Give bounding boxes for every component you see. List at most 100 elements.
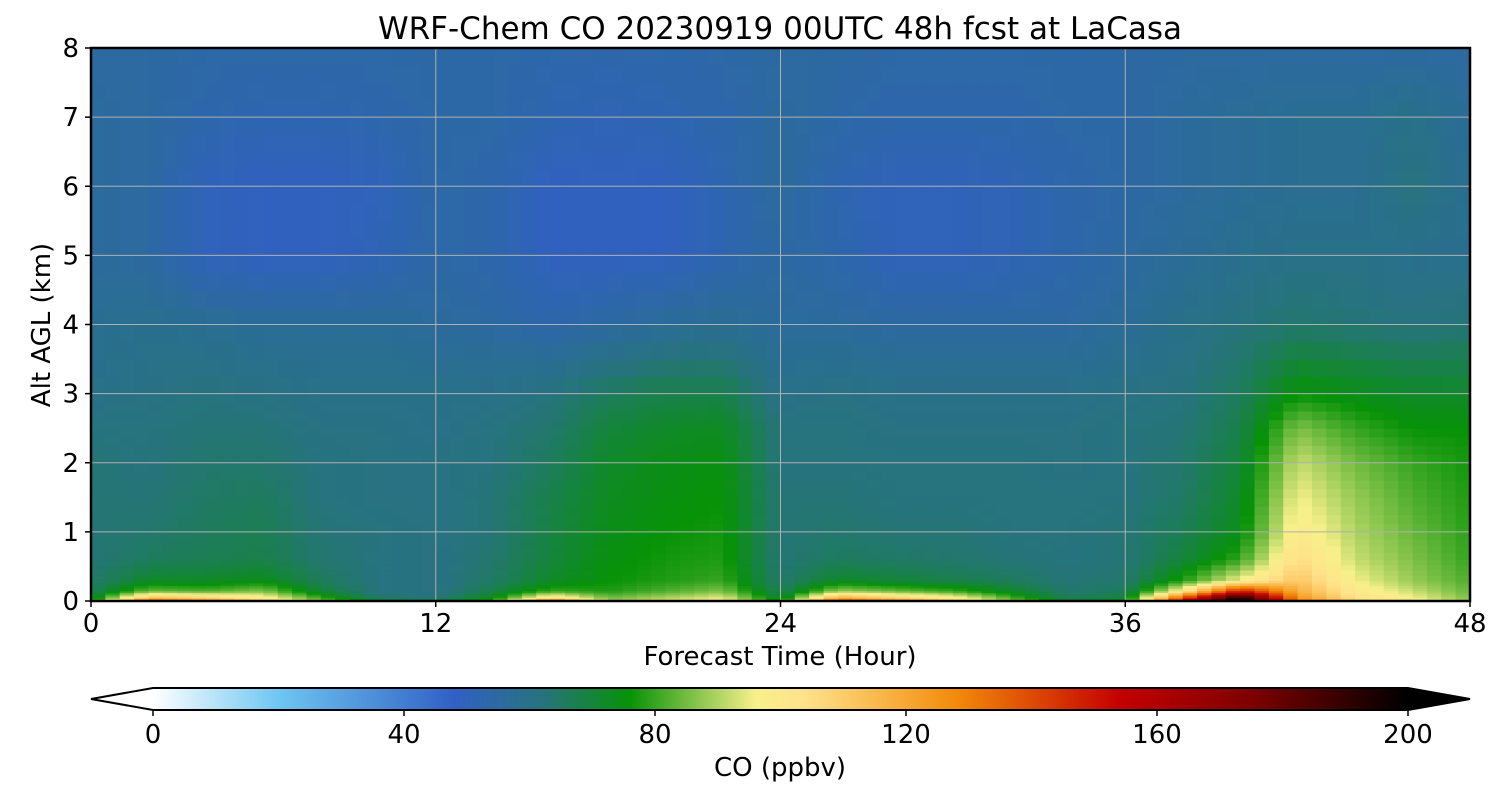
heatmap-cell: [967, 505, 983, 516]
heatmap-cell: [162, 272, 178, 291]
heatmap-cell: [1268, 597, 1284, 599]
heatmap-cell: [1383, 402, 1399, 412]
heatmap-cell: [995, 410, 1011, 421]
heatmap-cell: [1383, 480, 1399, 490]
heatmap-cell: [363, 289, 379, 308]
heatmap-cell: [622, 594, 638, 597]
heatmap-cell: [550, 480, 566, 490]
heatmap-cell: [1455, 531, 1471, 540]
heatmap-cell: [119, 582, 135, 587]
heatmap-cell: [1010, 523, 1026, 533]
heatmap-cell: [1197, 402, 1213, 412]
heatmap-cell: [105, 307, 121, 326]
heatmap-cell: [450, 462, 466, 472]
heatmap-cell: [565, 410, 580, 421]
heatmap-cell: [205, 134, 221, 153]
heatmap-cell: [191, 341, 207, 360]
heatmap-cell: [1283, 582, 1299, 587]
heatmap-cell: [1340, 480, 1356, 490]
heatmap-cell: [924, 134, 940, 153]
heatmap-cell: [952, 592, 968, 595]
heatmap-cell: [320, 419, 336, 429]
heatmap-cell: [392, 595, 408, 599]
heatmap-cell: [1182, 186, 1198, 205]
heatmap-cell: [249, 462, 264, 472]
heatmap-cell: [177, 514, 193, 524]
heatmap-cell: [148, 575, 164, 581]
heatmap-cell: [1326, 588, 1342, 592]
heatmap-cell: [335, 585, 351, 589]
heatmap-cell: [608, 585, 624, 589]
heatmap-cell: [579, 203, 595, 222]
heatmap-cell: [521, 307, 537, 326]
heatmap-cell: [292, 590, 308, 593]
heatmap-cell: [349, 597, 365, 599]
heatmap-cell: [995, 341, 1011, 360]
heatmap-cell: [349, 393, 365, 403]
heatmap-cell: [550, 582, 566, 587]
heatmap-cell: [1110, 324, 1126, 343]
heatmap-cell: [378, 151, 394, 170]
heatmap-cell: [134, 220, 150, 239]
heatmap-cell: [450, 588, 466, 592]
heatmap-cell: [952, 523, 968, 533]
heatmap-cell: [263, 488, 279, 498]
heatmap-cell: [1398, 538, 1414, 547]
heatmap-cell: [220, 376, 236, 395]
heatmap-cell: [1283, 428, 1299, 438]
heatmap-cell: [335, 445, 351, 455]
heatmap-cell: [464, 538, 480, 547]
heatmap-cell: [1326, 590, 1342, 593]
heatmap-cell: [435, 559, 451, 566]
heatmap-cell: [1139, 359, 1155, 377]
heatmap-cell: [1110, 428, 1126, 438]
heatmap-cell: [148, 255, 164, 274]
heatmap-cell: [579, 569, 595, 576]
heatmap-cell: [866, 445, 882, 455]
heatmap-cell: [1053, 445, 1069, 455]
heatmap-cell: [162, 445, 178, 455]
heatmap-cell: [1125, 376, 1141, 395]
heatmap-cell: [1082, 272, 1098, 291]
heatmap-cell: [794, 445, 810, 455]
heatmap-cell: [335, 580, 351, 584]
heatmap-cell: [1297, 569, 1313, 576]
heatmap-cell: [306, 428, 322, 438]
heatmap-cell: [952, 590, 968, 593]
heatmap-cell: [1153, 436, 1169, 447]
heatmap-cell: [105, 454, 121, 464]
heatmap-cell: [478, 203, 494, 222]
heatmap-cell: [1225, 341, 1241, 360]
heatmap-cell: [1326, 582, 1342, 587]
heatmap-cell: [292, 488, 308, 498]
heatmap-cell: [1369, 569, 1385, 576]
heatmap-cell: [1125, 488, 1141, 498]
heatmap-cell: [1010, 186, 1026, 205]
heatmap-cell: [809, 151, 825, 170]
heatmap-cell: [1053, 559, 1069, 566]
heatmap-cell: [1110, 117, 1126, 136]
heatmap-cell: [435, 588, 451, 592]
heatmap-cell: [1082, 575, 1098, 581]
heatmap-cell: [1240, 272, 1256, 291]
heatmap-cell: [1311, 592, 1327, 595]
heatmap-cell: [1297, 272, 1313, 291]
heatmap-cell: [91, 594, 106, 597]
heatmap-cell: [1082, 376, 1098, 395]
heatmap-cell: [1240, 559, 1256, 566]
heatmap-cell: [521, 186, 537, 205]
heatmap-cell: [694, 564, 710, 571]
heatmap-cell: [1139, 471, 1155, 481]
heatmap-cell: [1139, 376, 1155, 395]
heatmap-cell: [306, 597, 322, 599]
heatmap-cell: [1311, 488, 1327, 498]
heatmap-cell: [1355, 564, 1371, 571]
heatmap-cell: [1254, 376, 1270, 395]
heatmap-cell: [809, 545, 825, 554]
heatmap-cell: [1340, 238, 1356, 256]
heatmap-cell: [751, 545, 767, 554]
heatmap-cell: [1082, 419, 1098, 429]
heatmap-cell: [306, 359, 322, 377]
heatmap-cell: [292, 531, 308, 540]
heatmap-cell: [1182, 307, 1198, 326]
